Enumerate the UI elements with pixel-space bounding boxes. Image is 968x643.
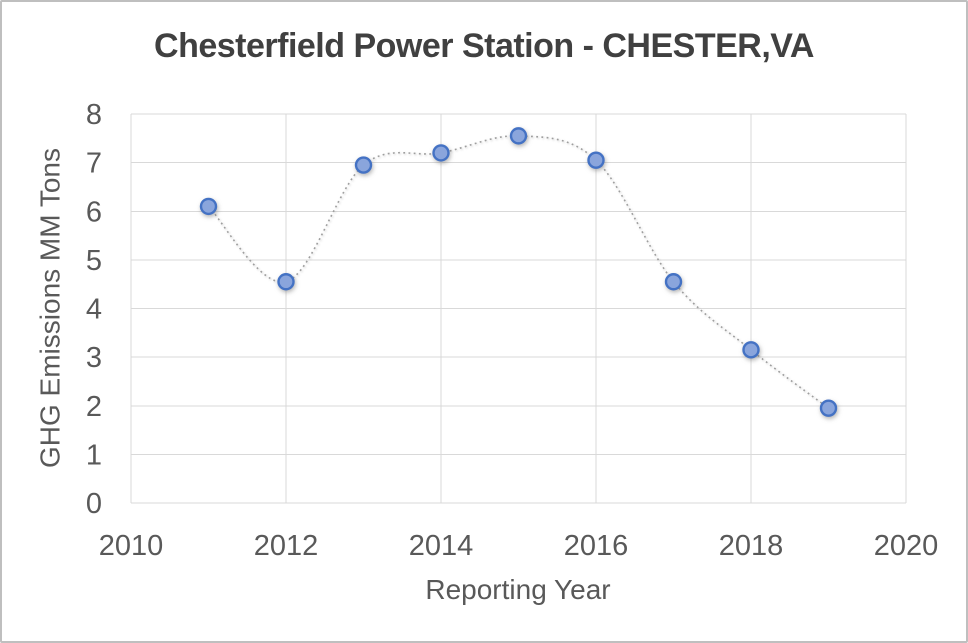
- svg-text:1: 1: [86, 439, 102, 471]
- data-point-marker: [277, 273, 295, 291]
- svg-text:2012: 2012: [254, 530, 319, 562]
- data-point-marker: [664, 273, 683, 291]
- data-point-marker: [432, 144, 450, 162]
- svg-text:4: 4: [86, 294, 102, 326]
- svg-text:2014: 2014: [409, 530, 474, 562]
- svg-text:5: 5: [86, 245, 102, 277]
- svg-text:0: 0: [86, 488, 102, 520]
- x-axis-tick-labels: 2010 2012 2014 2016 2018 2020: [99, 530, 939, 562]
- data-point-marker: [742, 341, 760, 359]
- data-point-marker: [509, 127, 528, 145]
- chart-title: Chesterfield Power Station - CHESTER,VA: [154, 27, 814, 65]
- svg-text:7: 7: [86, 148, 102, 180]
- x-axis-title: Reporting Year: [425, 574, 610, 605]
- data-point-marker: [587, 151, 605, 169]
- svg-text:2020: 2020: [874, 530, 939, 562]
- svg-text:2010: 2010: [99, 530, 164, 562]
- svg-text:2: 2: [86, 391, 102, 423]
- svg-text:8: 8: [86, 99, 102, 131]
- svg-text:3: 3: [86, 342, 102, 374]
- gridlines: [130, 113, 907, 504]
- y-axis-title: GHG Emissions MM Tons: [35, 148, 66, 468]
- svg-text:2018: 2018: [719, 530, 784, 562]
- svg-text:6: 6: [86, 196, 102, 228]
- series-dotted-line: [207, 135, 829, 409]
- svg-text:2016: 2016: [564, 530, 629, 562]
- data-point-marker: [354, 156, 373, 174]
- data-point-marker: [819, 399, 838, 417]
- data-point-marker: [199, 197, 218, 216]
- y-axis-tick-labels: 0 1 2 3 4 5 6 7 8: [86, 99, 102, 520]
- series-markers: [199, 127, 838, 417]
